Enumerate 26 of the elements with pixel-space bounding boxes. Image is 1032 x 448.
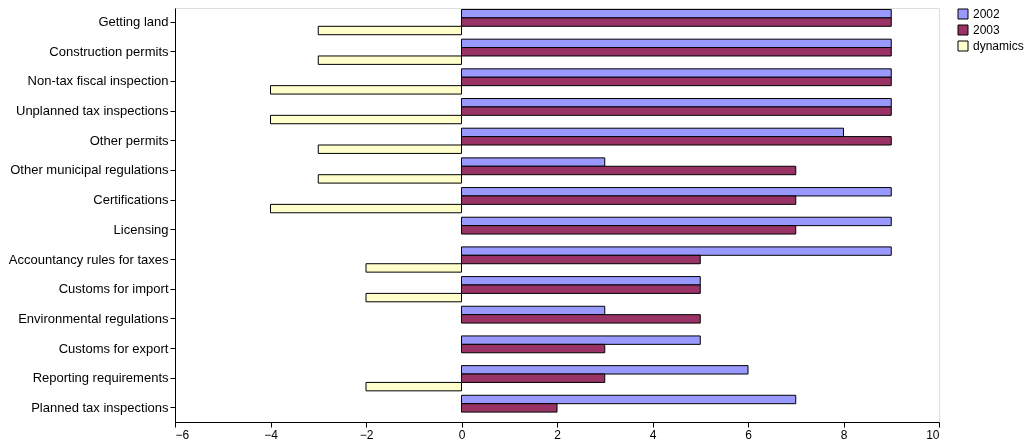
- y-tick-label: Accountancy rules for taxes: [8, 251, 169, 267]
- y-tick-label: Environmental regulations: [18, 310, 169, 326]
- legend-label: dynamics: [973, 39, 1024, 53]
- y-tick-label: Other permits: [89, 132, 169, 148]
- y-tick-label: Customs for import: [58, 281, 169, 297]
- y-tick-label: Customs for export: [58, 340, 169, 356]
- x-tick-label: 6: [745, 427, 753, 442]
- y-tick-label: Non-tax fiscal inspection: [27, 73, 169, 89]
- y-tick-label: Unplanned tax inspections: [16, 103, 169, 119]
- x-tick-label: −6: [175, 427, 190, 442]
- x-tick-label: 0: [458, 427, 466, 442]
- x-tick-label: 10: [926, 427, 940, 442]
- y-tick-label: Certifications: [93, 192, 169, 208]
- x-tick-label: −2: [359, 427, 374, 442]
- y-tick-label: Licensing: [113, 221, 169, 237]
- x-tick-label: 2: [554, 427, 562, 442]
- y-tick-label: Planned tax inspections: [31, 399, 169, 415]
- legend-label: 2003: [973, 23, 1001, 37]
- legend-label: 2002: [973, 7, 1001, 21]
- y-tick-label: Construction permits: [49, 43, 169, 59]
- x-tick-label: −4: [264, 427, 279, 442]
- y-tick-label: Reporting requirements: [32, 370, 169, 386]
- x-tick-label: 8: [840, 427, 848, 442]
- y-tick-label: Other municipal regulations: [10, 162, 169, 178]
- y-tick-label: Getting land: [98, 14, 169, 30]
- x-tick-label: 4: [649, 427, 657, 442]
